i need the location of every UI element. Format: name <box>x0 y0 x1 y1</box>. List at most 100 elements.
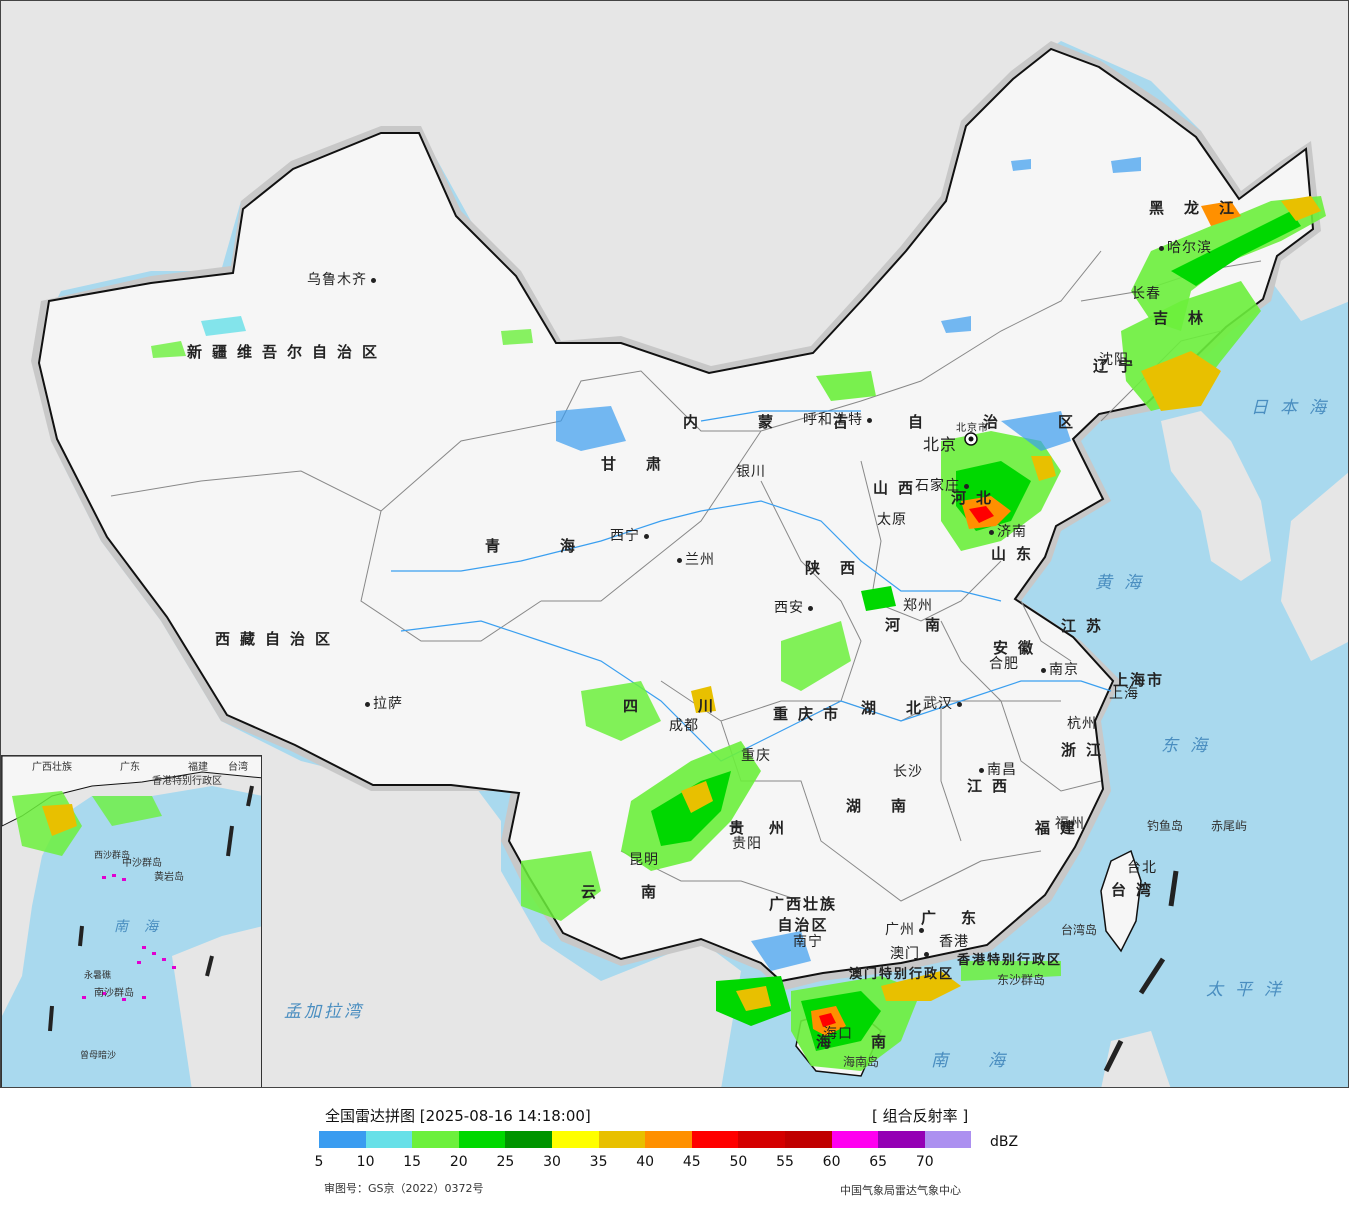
inset-label: 西沙群岛 <box>94 848 130 861</box>
city-fuzhou: 福州 <box>1055 813 1085 833</box>
city-nanchang: 南昌 <box>979 759 1017 779</box>
province-label: 广东 <box>921 907 1001 928</box>
province-label: 湖南 <box>846 795 936 816</box>
city-lhasa: 拉萨 <box>365 693 403 713</box>
inset-label: 曾母暗沙 <box>80 1048 116 1061</box>
scale-tick-label: 40 <box>630 1154 660 1170</box>
sea-label-south-sea: 南海 <box>931 1046 1045 1071</box>
island-taiwan: 台湾岛 <box>1061 921 1097 938</box>
island-hainan: 海南岛 <box>843 1053 879 1070</box>
scale-tick-label: 60 <box>817 1154 847 1170</box>
scale-tick-label: 25 <box>490 1154 520 1170</box>
city-nanning: 南宁 <box>793 931 823 951</box>
scale-tick-label: 65 <box>863 1154 893 1170</box>
scale-swatch <box>412 1131 459 1148</box>
inset-label: 广西壮族 <box>32 758 72 773</box>
city-kunming: 昆明 <box>629 849 659 869</box>
inset-label-south-sea: 南海 <box>114 916 174 936</box>
province-label: 广西壮族自治区 <box>763 893 843 935</box>
color-scale <box>319 1131 971 1148</box>
scale-tick-label: 70 <box>910 1154 940 1170</box>
scale-tick-label: 45 <box>677 1154 707 1170</box>
city-haikou: 海口 <box>823 1023 853 1043</box>
province-label: 台湾 <box>1111 879 1161 900</box>
color-scale-ticks: 5 10 15 20 25 30 35 40 45 50 55 60 65 70 <box>304 1154 1004 1174</box>
city-changsha: 长沙 <box>893 761 923 781</box>
scale-tick-label: 55 <box>770 1154 800 1170</box>
province-label: 云南 <box>581 881 701 902</box>
map-approval-number: 审图号：GS京（2022）0372号 <box>324 1180 484 1196</box>
scale-swatch <box>319 1131 366 1148</box>
province-label: 河南 <box>885 614 965 635</box>
sea-label-pacific: 太平洋 <box>1206 975 1293 1000</box>
province-label: 江苏 <box>1061 615 1111 636</box>
sea-label-east-sea: 东海 <box>1161 731 1219 756</box>
scale-swatch <box>738 1131 785 1148</box>
inset-label: 台湾 <box>228 758 248 773</box>
scale-swatch <box>925 1131 972 1148</box>
city-hohhot: 呼和浩特 <box>803 409 875 429</box>
scale-tick-label: 50 <box>723 1154 753 1170</box>
inset-label: 永暑礁 <box>84 968 111 981</box>
city-shijiazhuang: 石家庄 <box>915 475 972 495</box>
inset-label: 南沙群岛 <box>94 984 134 999</box>
city-macau: 澳门 <box>890 943 932 963</box>
island-dongsha: 东沙群岛 <box>997 971 1045 988</box>
city-nanjing: 南京 <box>1041 659 1079 679</box>
city-hangzhou: 杭州 <box>1067 713 1097 733</box>
province-label: 重庆市 <box>773 703 848 724</box>
sea-label-bengal: 孟加拉湾 <box>284 997 364 1022</box>
scale-swatch <box>552 1131 599 1148</box>
city-beijing: 北京 <box>923 431 957 455</box>
scale-swatch <box>692 1131 739 1148</box>
city-lanzhou: 兰州 <box>677 549 715 569</box>
sea-label-yellow-sea: 黄海 <box>1095 568 1153 593</box>
province-label: 四川 <box>623 695 773 716</box>
province-label: 黑龙江 <box>1149 197 1254 218</box>
island-diaoyu: 钓鱼岛 <box>1147 817 1183 834</box>
legend-panel: 全国雷达拼图 [2025-08-16 14:18:00] [ 组合反射率 ] 5… <box>0 1088 1349 1208</box>
province-label: 香港特别行政区 <box>957 949 1062 968</box>
city-beijing-municipality: 北京市 <box>956 419 989 434</box>
scale-swatch <box>645 1131 692 1148</box>
province-label: 陕西 <box>805 557 875 578</box>
city-chengdu: 成都 <box>669 715 699 735</box>
city-harbin: 哈尔滨 <box>1159 237 1212 257</box>
scale-swatch <box>878 1131 925 1148</box>
city-guangzhou: 广州 <box>885 919 927 939</box>
scale-swatch <box>785 1131 832 1148</box>
province-label: 浙江 <box>1061 739 1111 760</box>
city-hongkong: 香港 <box>939 931 969 951</box>
city-zhengzhou: 郑州 <box>903 595 933 615</box>
province-label: 新疆维吾尔自治区 <box>187 341 387 362</box>
province-label: 吉林 <box>1153 307 1223 328</box>
city-changchun: 长春 <box>1131 283 1161 303</box>
province-label: 澳门特别行政区 <box>849 963 954 982</box>
legend-product: [ 组合反射率 ] <box>872 1105 968 1126</box>
scale-tick-label: 30 <box>537 1154 567 1170</box>
inset-label: 广东 <box>120 758 140 773</box>
radar-map: 日本海 黄海 东海 太平洋 南海 孟加拉湾 新疆维吾尔自治区 西藏自治区 青海 … <box>0 0 1349 1088</box>
city-yinchuan: 银川 <box>736 461 766 481</box>
korea-land <box>1161 411 1271 581</box>
scale-tick-label: 35 <box>584 1154 614 1170</box>
city-taipei: 台北 <box>1127 857 1157 877</box>
province-label: 西藏自治区 <box>215 628 340 649</box>
city-shenyang: 沈阳 <box>1099 349 1129 369</box>
city-jinan: 济南 <box>989 521 1027 541</box>
island-chiwei: 赤尾屿 <box>1211 817 1247 834</box>
scale-tick-label: 20 <box>444 1154 474 1170</box>
scale-swatch <box>505 1131 552 1148</box>
city-taiyuan: 太原 <box>877 509 907 529</box>
legend-title: 全国雷达拼图 [2025-08-16 14:18:00] <box>325 1105 591 1126</box>
scale-swatch <box>832 1131 879 1148</box>
scale-tick-label: 5 <box>304 1154 334 1170</box>
capital-marker-center <box>969 437 974 442</box>
scale-tick-label: 15 <box>397 1154 427 1170</box>
south-china-sea-inset: 广西壮族 广东 福建 台湾 香港特别行政区 中沙群岛 黄岩岛 南海 永暑礁 南沙… <box>1 755 262 1088</box>
scale-swatch <box>459 1131 506 1148</box>
city-wuhan: 武汉 <box>923 693 965 713</box>
scale-swatch <box>366 1131 413 1148</box>
province-label: 内蒙古自治区 <box>683 411 1133 432</box>
city-hefei: 合肥 <box>989 653 1019 673</box>
